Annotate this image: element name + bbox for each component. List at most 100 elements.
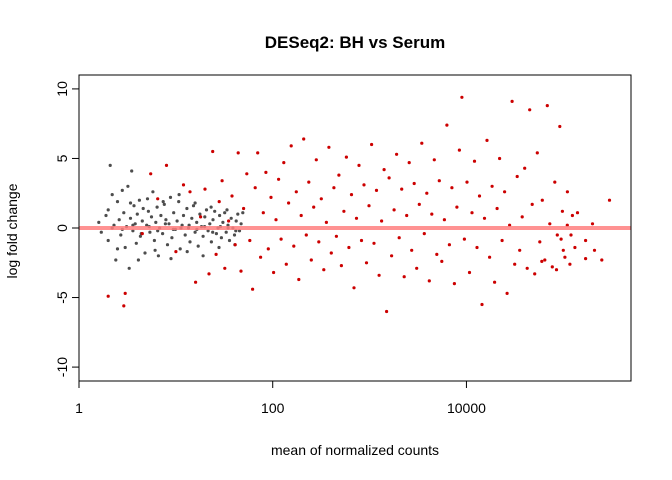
data-point <box>211 230 215 234</box>
data-point <box>452 282 456 286</box>
data-point <box>234 219 238 223</box>
data-point <box>467 270 472 275</box>
data-point <box>422 232 426 236</box>
data-point <box>575 211 580 215</box>
data-point <box>149 172 153 176</box>
data-point <box>488 255 492 259</box>
data-point <box>194 280 198 284</box>
data-point <box>161 232 165 236</box>
data-point <box>377 273 381 277</box>
data-point <box>314 158 318 162</box>
data-point <box>430 212 434 216</box>
data-point <box>565 190 570 194</box>
data-point <box>175 219 179 223</box>
data-point <box>123 245 127 250</box>
y-tick-label: 10 <box>54 81 70 97</box>
data-point <box>165 243 170 247</box>
data-point <box>329 251 333 255</box>
data-point <box>229 216 233 220</box>
data-point <box>327 145 331 149</box>
data-point <box>191 204 196 208</box>
data-point <box>415 266 419 270</box>
data-point <box>561 248 565 252</box>
data-point <box>236 212 240 216</box>
data-point <box>120 188 124 192</box>
data-point <box>106 238 110 243</box>
data-point <box>312 205 316 209</box>
data-point <box>145 197 150 201</box>
x-tick-label: 100 <box>261 400 285 416</box>
data-point <box>472 159 477 163</box>
data-point <box>503 190 507 194</box>
data-point <box>510 99 514 103</box>
data-point <box>99 230 103 234</box>
data-point <box>304 233 308 237</box>
data-point <box>324 220 328 224</box>
data-point <box>470 211 474 215</box>
data-point <box>213 209 217 213</box>
data-point <box>380 219 384 223</box>
x-axis-label: mean of normalized counts <box>271 442 439 458</box>
data-point <box>138 234 142 238</box>
data-point <box>224 230 228 234</box>
data-point <box>108 163 112 167</box>
data-point <box>600 258 604 262</box>
data-point <box>568 262 572 266</box>
data-point <box>274 218 278 222</box>
data-point <box>560 209 565 213</box>
data-point <box>141 206 145 211</box>
data-point <box>277 177 281 181</box>
data-point <box>590 222 595 226</box>
data-point <box>530 202 534 206</box>
data-point <box>122 211 126 215</box>
data-point <box>402 275 406 279</box>
data-point <box>156 254 160 258</box>
data-point <box>554 268 559 272</box>
data-point <box>477 194 482 198</box>
data-point <box>322 268 326 272</box>
data-point <box>208 222 212 226</box>
y-tick-label: -5 <box>54 291 70 304</box>
data-point <box>190 216 194 220</box>
data-point <box>518 248 522 252</box>
data-point <box>475 245 479 250</box>
data-point <box>151 190 155 194</box>
data-point <box>364 261 369 265</box>
data-point <box>462 237 466 241</box>
data-point <box>563 255 567 259</box>
data-point <box>201 234 205 238</box>
data-point <box>490 184 494 188</box>
data-point <box>159 213 163 218</box>
data-point <box>251 287 255 291</box>
data-point <box>540 259 544 263</box>
data-point <box>211 149 215 154</box>
data-point <box>515 174 519 179</box>
data-point <box>447 243 451 247</box>
data-point <box>185 250 189 254</box>
data-point <box>357 163 361 167</box>
data-point <box>367 204 371 208</box>
data-point <box>319 197 323 201</box>
data-point <box>297 277 301 282</box>
data-point <box>128 216 133 220</box>
data-point <box>354 216 359 220</box>
data-point <box>219 236 223 240</box>
data-point <box>317 240 321 244</box>
data-point <box>279 237 283 241</box>
data-point <box>535 151 539 155</box>
y-tick-label: 0 <box>54 224 70 232</box>
data-point <box>553 180 557 184</box>
data-points <box>97 95 612 314</box>
data-point <box>193 201 197 205</box>
data-point <box>248 238 252 243</box>
data-point <box>119 233 123 237</box>
data-point <box>170 236 174 240</box>
y-tick-label: 5 <box>54 154 70 162</box>
data-point <box>352 286 356 290</box>
data-point <box>152 238 156 243</box>
data-point <box>493 280 497 284</box>
data-point <box>264 170 268 174</box>
data-point <box>204 208 209 212</box>
data-point <box>220 179 224 183</box>
